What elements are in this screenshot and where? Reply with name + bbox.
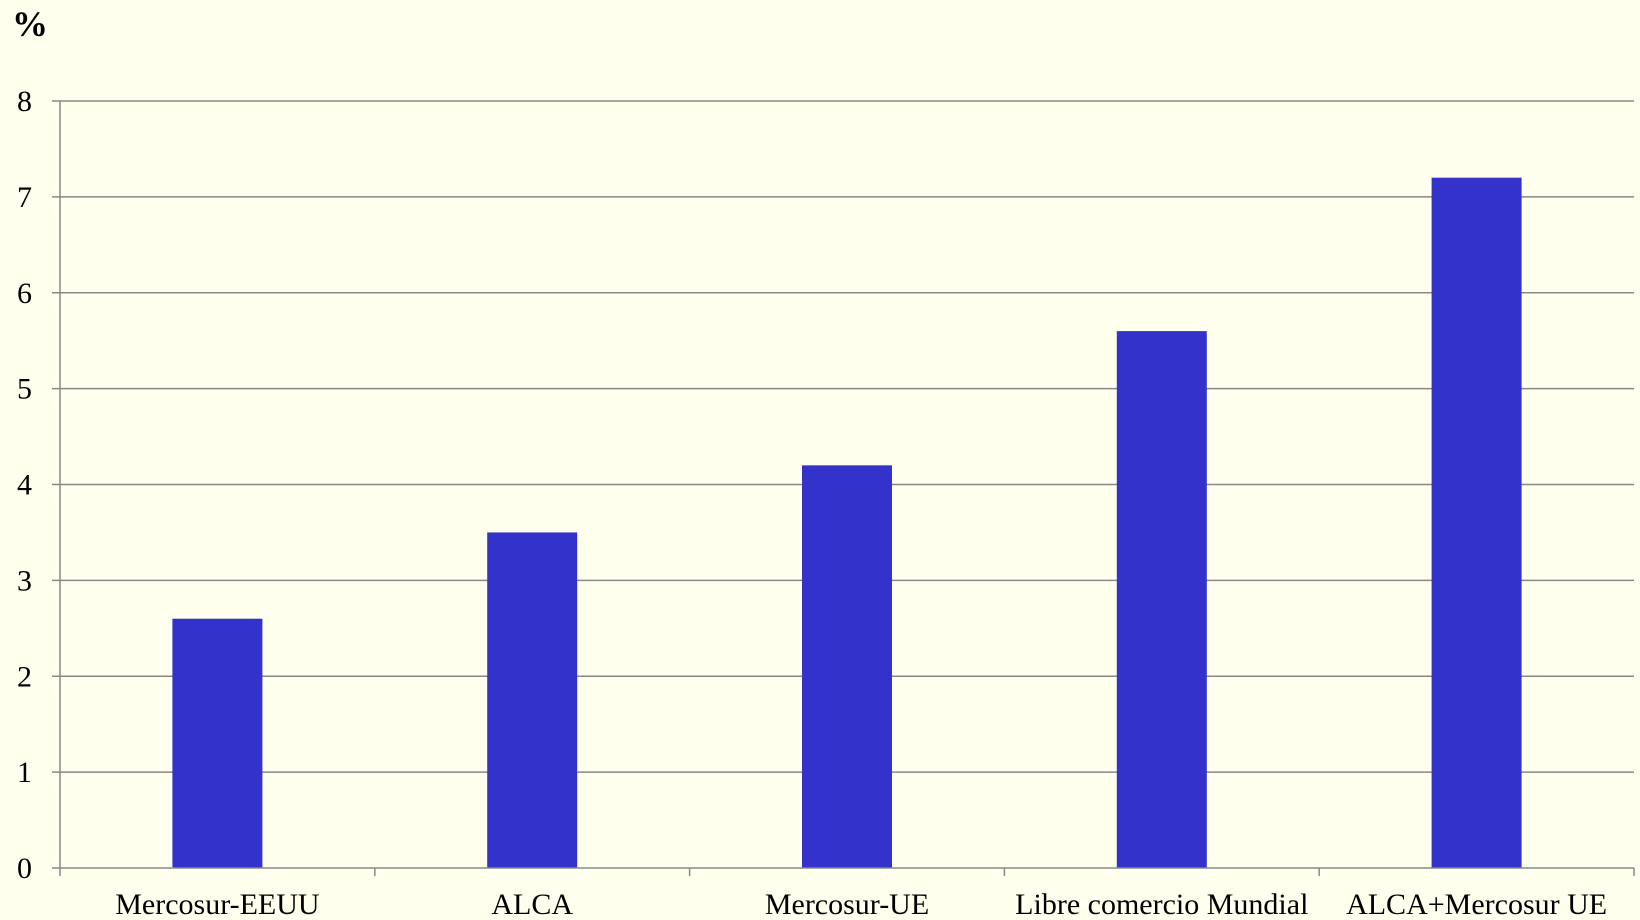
- x-tick-label: Libre comercio Mundial: [1015, 888, 1308, 920]
- y-tick-label: 5: [17, 373, 32, 406]
- bar-alca: [487, 532, 578, 868]
- axes: [52, 100, 1635, 876]
- bar-mercosur-ue: [802, 465, 892, 868]
- y-tick-labels: 0 1 2 3 4 5 6 7 8: [17, 85, 32, 885]
- y-tick-label: 4: [17, 469, 32, 502]
- bar-alca-mercosur-ue: [1431, 177, 1522, 868]
- bars: [172, 177, 1522, 869]
- x-tick-label: ALCA: [491, 888, 573, 920]
- y-tick-label: 2: [17, 660, 32, 693]
- y-tick-label: 0: [17, 852, 32, 885]
- x-tick-label: Mercosur-EEUU: [115, 888, 320, 920]
- x-tick-label: ALCA+Mercosur UE: [1346, 888, 1607, 920]
- y-tick-label: 6: [17, 277, 32, 310]
- y-axis-label: %: [12, 4, 48, 44]
- bar-mercosur-eeuu: [172, 618, 263, 868]
- bar-libre-comercio-mundial: [1116, 331, 1207, 869]
- y-tick-label: 1: [17, 756, 32, 789]
- y-tick-label: 7: [17, 181, 32, 214]
- y-tick-label: 8: [17, 85, 32, 118]
- x-tick-label: Mercosur-UE: [765, 888, 929, 920]
- x-tick-labels: Mercosur-EEUU ALCA Mercosur-UE Libre comerc…: [115, 888, 1607, 920]
- y-tick-label: 3: [17, 564, 32, 597]
